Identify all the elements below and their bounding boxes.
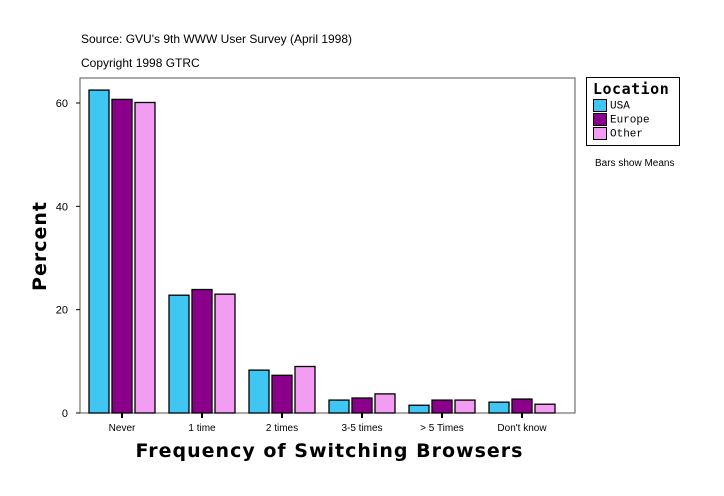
bar-europe [271, 374, 293, 414]
bar-europe [431, 399, 453, 414]
y-tick-label: 20 [56, 305, 68, 317]
legend-item-europe: Europe [593, 113, 650, 126]
bar-usa [168, 294, 190, 414]
x-tick-label: 1 time [188, 423, 216, 434]
bar-other [374, 393, 396, 414]
legend-label: Other [610, 128, 644, 141]
x-tick-label: 2 times [266, 423, 298, 434]
bar-usa [328, 399, 350, 414]
y-tick-label: 40 [56, 201, 68, 213]
bar-europe [111, 98, 133, 414]
bar-other [454, 399, 476, 414]
x-tick-label: > 5 Times [420, 423, 464, 434]
bar-other [534, 403, 556, 414]
source-text: Source: GVU's 9th WWW User Survey (April… [81, 32, 353, 46]
bar-other [134, 101, 156, 414]
bar-usa [488, 401, 510, 414]
bar-other [294, 365, 316, 414]
bar-usa [248, 369, 270, 414]
bar-usa [408, 404, 430, 414]
y-tick-label: 0 [62, 408, 68, 420]
legend-swatch [593, 127, 607, 140]
legend-title: Location [593, 80, 670, 98]
bar-europe [511, 398, 533, 414]
legend-item-other: Other [593, 127, 643, 140]
legend-swatch [593, 113, 607, 126]
legend: Location USA Europe Other [586, 77, 680, 146]
x-tick-label: 3-5 times [341, 423, 382, 434]
y-axis-label: Percent [29, 201, 51, 291]
copyright-text: Copyright 1998 GTRC [81, 56, 200, 70]
x-tick-label: Don't know [497, 423, 547, 434]
plot-frame [79, 77, 576, 414]
bar-other [214, 293, 236, 414]
x-tick-label: Never [109, 423, 136, 434]
legend-label: USA [610, 100, 630, 113]
y-tick-label: 60 [56, 98, 68, 110]
x-axis-label: Frequency of Switching Browsers [136, 440, 524, 462]
bar-europe [191, 288, 213, 414]
legend-item-usa: USA [593, 99, 630, 112]
bars-note: Bars show Means [595, 158, 675, 169]
legend-label: Europe [610, 114, 650, 127]
bar-europe [351, 397, 373, 414]
bar-usa [88, 89, 110, 414]
legend-swatch [593, 99, 607, 112]
